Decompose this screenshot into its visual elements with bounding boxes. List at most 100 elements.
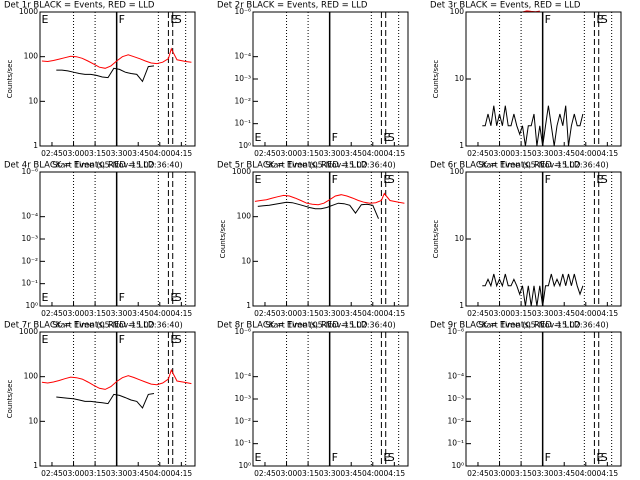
plot-frame <box>465 11 622 147</box>
y-tick-label: 10⁻³ <box>234 394 251 403</box>
series-line <box>482 105 584 146</box>
x-tick-label: 03:30 <box>106 309 128 318</box>
y-tick-label: 10⁻⁶ <box>234 7 251 16</box>
panel-title: Det 8r BLACK = Events, RED = LLD <box>217 321 368 331</box>
x-tick-label: 04:00 <box>149 309 171 318</box>
x-tick-label: 04:00 <box>362 149 384 158</box>
y-tick-label: 10 <box>28 96 38 105</box>
y-tick-label: 1 <box>246 301 251 310</box>
event-label: F <box>119 13 125 26</box>
x-tick-label: 03:15 <box>297 149 319 158</box>
x-axis-label: Start Time (05-Nov-15 02:36:40) <box>478 321 608 330</box>
x-tick-label: 04:15 <box>597 309 619 318</box>
x-tick-label: 03:30 <box>319 469 341 478</box>
x-tick-label: 04:15 <box>171 149 193 158</box>
panel-title: Det 6r BLACK = Events, RED = LLD <box>430 161 581 171</box>
plot-frame <box>252 171 409 307</box>
panel-title: Det 2r BLACK = Events, RED = LLD <box>217 1 368 11</box>
panel-title: Det 7r BLACK = Events, RED = LLD <box>4 321 155 331</box>
x-tick-label: 04:15 <box>384 149 406 158</box>
x-tick-label: 03:00 <box>276 309 298 318</box>
x-tick-label: 03:30 <box>532 469 554 478</box>
y-tick-label: 10⁻³ <box>447 394 464 403</box>
y-axis-label: Counts/sec <box>432 60 440 99</box>
event-label: S <box>601 173 608 186</box>
y-axis-label: Counts/sec <box>6 60 14 99</box>
plot-frame <box>252 11 409 147</box>
event-label: S <box>175 333 182 346</box>
x-tick-label: 03:45 <box>553 149 575 158</box>
panel-title: Det 1r BLACK = Events, RED = LLD <box>4 1 155 11</box>
y-tick-label: 10⁻⁶ <box>234 327 251 336</box>
y-tick-label: 10⁻⁴ <box>234 52 251 61</box>
event-label: E <box>170 333 177 346</box>
event-label: F <box>332 451 338 464</box>
plot-data <box>482 273 584 306</box>
x-tick-label: 02:45 <box>254 309 276 318</box>
x-tick-label: 04:00 <box>362 309 384 318</box>
y-tick-label: 10⁰ <box>25 301 38 310</box>
x-tick-label: 03:45 <box>340 149 362 158</box>
y-tick-label: 10 <box>454 74 464 83</box>
x-tick-label: 03:00 <box>276 469 298 478</box>
x-tick-label: 03:00 <box>63 469 85 478</box>
x-tick-label: 03:00 <box>63 309 85 318</box>
y-tick-label: 10 <box>28 416 38 425</box>
x-tick-label: 03:00 <box>489 149 511 158</box>
plot-data <box>41 368 192 409</box>
event-label: S <box>388 173 395 186</box>
panel-title: Det 3r BLACK = Events, RED = LLD <box>430 1 581 11</box>
y-tick-label: 100 <box>450 7 465 16</box>
event-label: E <box>41 291 48 304</box>
y-tick-label: 1000 <box>232 167 251 176</box>
x-tick-label: 03:45 <box>553 469 575 478</box>
panel-title: Det 5r BLACK = Events, RED = LLD <box>217 161 368 171</box>
x-tick-label: 02:45 <box>41 309 63 318</box>
event-label: E <box>41 333 48 346</box>
y-tick-label: 1 <box>33 141 38 150</box>
y-tick-label: 10⁰ <box>451 461 464 470</box>
y-tick-label: 10⁻³ <box>234 74 251 83</box>
plot-frame <box>39 331 196 467</box>
plot-frame <box>465 171 622 307</box>
y-tick-label: 10⁻² <box>21 256 38 265</box>
event-label: E <box>254 173 261 186</box>
x-tick-label: 02:45 <box>254 149 276 158</box>
y-tick-label: 10 <box>454 234 464 243</box>
y-tick-label: 10⁻⁴ <box>447 372 464 381</box>
y-tick-label: 10⁻⁴ <box>21 212 38 221</box>
x-tick-label: 03:45 <box>340 469 362 478</box>
x-tick-label: 03:00 <box>489 469 511 478</box>
x-tick-label: 02:45 <box>41 469 63 478</box>
x-tick-label: 03:45 <box>127 149 149 158</box>
y-axis-label: Counts/sec <box>6 380 14 419</box>
y-tick-label: 10 <box>241 256 251 265</box>
x-tick-label: 02:45 <box>467 309 489 318</box>
panel: Det 1r BLACK = Events, RED = LLD Start Ti… <box>4 1 196 170</box>
x-tick-label: 04:15 <box>171 469 193 478</box>
x-tick-label: 03:15 <box>510 149 532 158</box>
x-axis-label: Start Time (05-Nov-15 02:36:40) <box>265 321 395 330</box>
event-label: F <box>545 451 551 464</box>
x-tick-label: 02:45 <box>41 149 63 158</box>
y-tick-label: 1 <box>33 461 38 470</box>
x-tick-label: 03:00 <box>489 309 511 318</box>
event-label: E <box>383 173 390 186</box>
event-label: S <box>388 131 395 144</box>
x-tick-label: 03:45 <box>340 309 362 318</box>
x-tick-label: 02:45 <box>467 149 489 158</box>
x-axis-label: Start Time (05-Nov-15 02:36:40) <box>478 161 608 170</box>
y-tick-label: 10⁻³ <box>21 234 38 243</box>
event-label: E <box>383 131 390 144</box>
y-tick-label: 1000 <box>19 7 38 16</box>
x-tick-label: 03:30 <box>319 149 341 158</box>
x-tick-label: 04:00 <box>575 309 597 318</box>
x-axis-label: Start Time (05-Nov-15 02:36:40) <box>52 321 182 330</box>
plot-frame <box>39 11 196 147</box>
x-tick-label: 03:15 <box>84 469 106 478</box>
series-line <box>41 47 192 69</box>
